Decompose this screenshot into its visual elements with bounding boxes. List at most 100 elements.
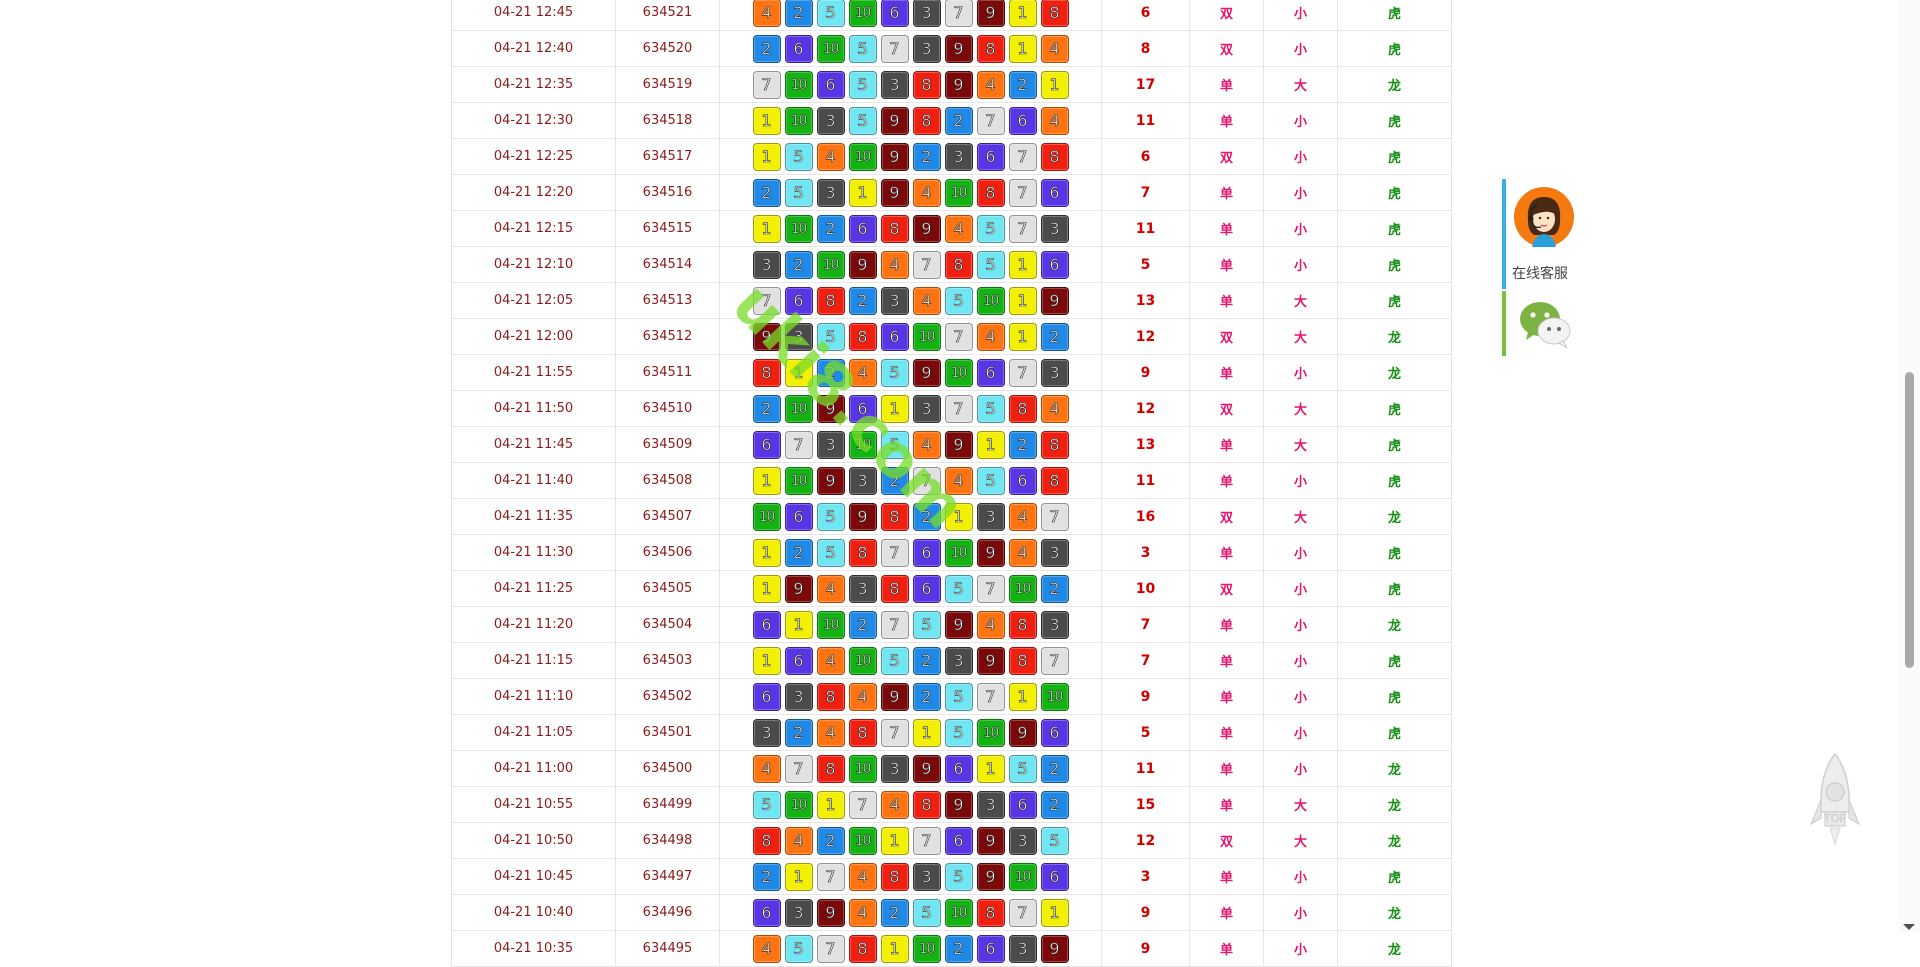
number-ball: 6	[784, 286, 813, 315]
sum-value: 13	[1102, 427, 1190, 462]
number-ball: 3	[816, 178, 845, 207]
number-ball: 9	[944, 34, 973, 63]
wechat-icon[interactable]	[1518, 297, 1574, 351]
number-ball: 6	[784, 502, 813, 531]
number-ball: 7	[1040, 502, 1069, 531]
online-service-label[interactable]: 在线客服	[1512, 266, 1568, 282]
number-ball: 4	[1040, 106, 1069, 135]
odd-even-value: 双	[1190, 823, 1264, 858]
big-small-value: 小	[1264, 571, 1338, 606]
big-small-value: 大	[1264, 67, 1338, 102]
dragon-tiger-value: 龙	[1387, 331, 1401, 346]
back-to-top-button[interactable]: TOP	[1808, 752, 1862, 852]
number-ball: 5	[944, 682, 973, 711]
dragon-tiger-value: 虎	[1387, 187, 1401, 202]
issue-number: 634506	[616, 535, 720, 570]
dragon-tiger-value: 虎	[1387, 115, 1401, 130]
number-ball: 4	[1040, 34, 1069, 63]
number-ball: 3	[816, 106, 845, 135]
vertical-scrollbar[interactable]	[1899, 0, 1920, 932]
result-balls: 7 10 6 5 3 8 9 4 2 1	[720, 67, 1102, 102]
scrollbar-thumb[interactable]	[1905, 372, 1914, 668]
number-ball: 4	[816, 718, 845, 747]
sum-value: 7	[1102, 607, 1190, 642]
number-ball: 4	[912, 286, 941, 315]
number-ball: 10	[944, 178, 973, 207]
big-small-value: 小	[1264, 31, 1338, 66]
results-table: 04-21 12:45 634521 4 2 5 10 6 3 7 9 1 8 6 双小虎 04-21 12…	[451, 0, 1452, 967]
number-ball: 3	[848, 574, 877, 603]
number-ball: 9	[880, 178, 909, 207]
issue-number: 634521	[616, 0, 720, 30]
sum-value: 11	[1102, 103, 1190, 138]
odd-even-value: 单	[1190, 607, 1264, 642]
number-ball: 5	[976, 394, 1005, 423]
number-ball: 8	[976, 34, 1005, 63]
number-ball: 1	[1008, 34, 1037, 63]
number-ball: 10	[848, 646, 877, 675]
sum-value: 17	[1102, 67, 1190, 102]
table-row: 04-21 11:40 634508 1 10 9 3 2 7 4 5 6 8 11 单小虎	[452, 463, 1451, 499]
draw-time: 04-21 11:05	[452, 715, 616, 750]
number-ball: 9	[816, 466, 845, 495]
number-ball: 5	[816, 322, 845, 351]
number-ball: 2	[1040, 790, 1069, 819]
number-ball: 3	[912, 862, 941, 891]
number-ball: 2	[752, 394, 781, 423]
draw-time: 04-21 12:15	[452, 211, 616, 246]
result-balls: 1 2 5 8 7 6 10 9 4 3	[720, 535, 1102, 570]
number-ball: 4	[752, 0, 781, 27]
big-small-value: 大	[1264, 391, 1338, 426]
number-ball: 10	[784, 466, 813, 495]
big-small-value: 大	[1264, 499, 1338, 534]
number-ball: 4	[816, 142, 845, 171]
draw-time: 04-21 12:30	[452, 103, 616, 138]
result-balls: 4 2 5 10 6 3 7 9 1 8	[720, 0, 1102, 30]
number-ball: 2	[880, 466, 909, 495]
big-small-value: 小	[1264, 715, 1338, 750]
table-row: 04-21 12:45 634521 4 2 5 10 6 3 7 9 1 8 6 双小虎	[452, 0, 1451, 31]
number-ball: 1	[752, 142, 781, 171]
number-ball: 3	[784, 682, 813, 711]
number-ball: 5	[976, 250, 1005, 279]
number-ball: 10	[848, 0, 877, 27]
number-ball: 8	[848, 934, 877, 963]
number-ball: 9	[944, 790, 973, 819]
result-balls: 8 4 2 10 1 7 6 9 3 5	[720, 823, 1102, 858]
side-panel-blue-bar	[1502, 179, 1506, 289]
number-ball: 9	[1040, 934, 1069, 963]
number-ball: 1	[1008, 0, 1037, 27]
number-ball: 7	[784, 430, 813, 459]
issue-number: 634510	[616, 391, 720, 426]
table-row: 04-21 11:35 634507 10 6 5 9 8 2 1 3 4 7 16 双大龙	[452, 499, 1451, 535]
number-ball: 1	[912, 718, 941, 747]
draw-time: 04-21 12:35	[452, 67, 616, 102]
customer-service-avatar-icon[interactable]	[1514, 187, 1574, 257]
number-ball: 3	[880, 754, 909, 783]
number-ball: 6	[1040, 862, 1069, 891]
issue-number: 634514	[616, 247, 720, 282]
table-row: 04-21 10:55 634499 5 10 1 7 4 8 9 3 6 2 15 单大龙	[452, 787, 1451, 823]
odd-even-value: 单	[1190, 931, 1264, 966]
number-ball: 10	[1040, 682, 1069, 711]
result-balls: 5 10 1 7 4 8 9 3 6 2	[720, 787, 1102, 822]
number-ball: 6	[912, 574, 941, 603]
number-ball: 1	[1040, 898, 1069, 927]
number-ball: 1	[752, 646, 781, 675]
number-ball: 2	[1008, 70, 1037, 99]
draw-time: 04-21 11:00	[452, 751, 616, 786]
big-small-value: 小	[1264, 931, 1338, 966]
odd-even-value: 单	[1190, 283, 1264, 318]
number-ball: 6	[976, 934, 1005, 963]
scroll-down-arrow-icon[interactable]	[1903, 924, 1915, 930]
result-balls: 1 10 9 3 2 7 4 5 6 8	[720, 463, 1102, 498]
number-ball: 9	[944, 430, 973, 459]
number-ball: 3	[976, 502, 1005, 531]
result-balls: 2 6 10 5 7 3 9 8 1 4	[720, 31, 1102, 66]
odd-even-value: 单	[1190, 211, 1264, 246]
number-ball: 5	[976, 214, 1005, 243]
number-ball: 4	[880, 250, 909, 279]
number-ball: 10	[944, 538, 973, 567]
dragon-tiger-value: 龙	[1387, 907, 1401, 922]
big-small-value: 小	[1264, 211, 1338, 246]
